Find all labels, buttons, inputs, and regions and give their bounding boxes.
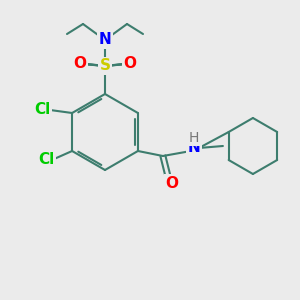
- Text: N: N: [99, 32, 111, 47]
- Text: N: N: [188, 140, 200, 155]
- Text: H: H: [189, 131, 199, 145]
- Text: Cl: Cl: [34, 101, 50, 116]
- Text: O: O: [124, 56, 136, 70]
- Text: Cl: Cl: [38, 152, 54, 167]
- Text: O: O: [74, 56, 86, 70]
- Text: S: S: [100, 58, 110, 74]
- Text: O: O: [165, 176, 178, 190]
